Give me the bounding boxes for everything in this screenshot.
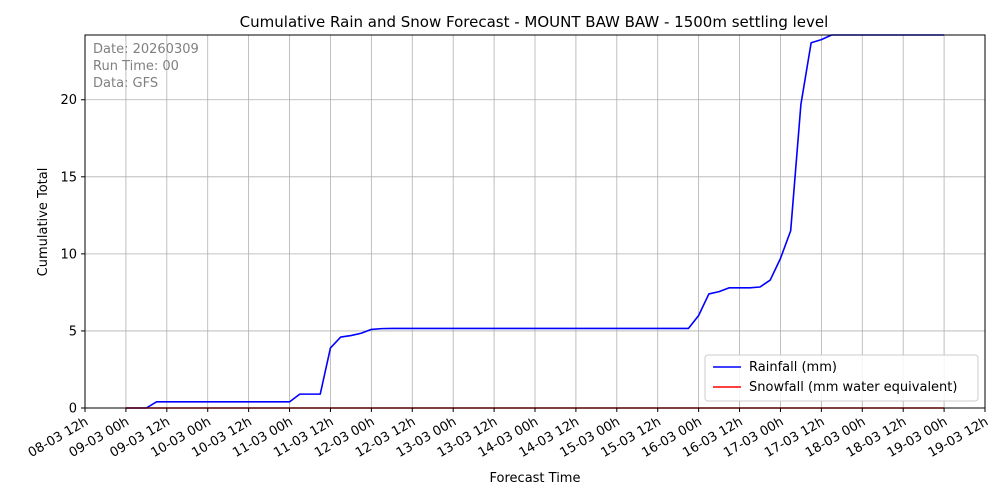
annotation-date: Date: 20260309 xyxy=(93,42,199,57)
y-axis: 0 5 10 15 20 xyxy=(60,93,85,417)
series-line-rainfall xyxy=(125,34,945,409)
legend-box xyxy=(704,354,979,402)
y-tick-label: 10 xyxy=(60,247,77,262)
y-axis-label: Cumulative Total xyxy=(36,168,51,277)
legend-label-snowfall: Snowfall (mm water equivalent) xyxy=(749,380,957,395)
legend: Rainfall (mm) Snowfall (mm water equival… xyxy=(704,354,979,402)
y-tick-label: 20 xyxy=(60,93,77,108)
chart-title: Cumulative Rain and Snow Forecast - MOUN… xyxy=(240,13,829,31)
grid xyxy=(84,35,986,409)
annotation-data-source: Data: GFS xyxy=(93,76,158,91)
y-tick-label: 15 xyxy=(60,170,77,185)
annotation-run-time: Run Time: 00 xyxy=(93,59,179,74)
y-tick-label: 0 xyxy=(69,402,77,417)
legend-label-rainfall: Rainfall (mm) xyxy=(749,360,837,375)
y-tick-label: 5 xyxy=(69,324,77,339)
x-axis-label: Forecast Time xyxy=(490,471,581,486)
